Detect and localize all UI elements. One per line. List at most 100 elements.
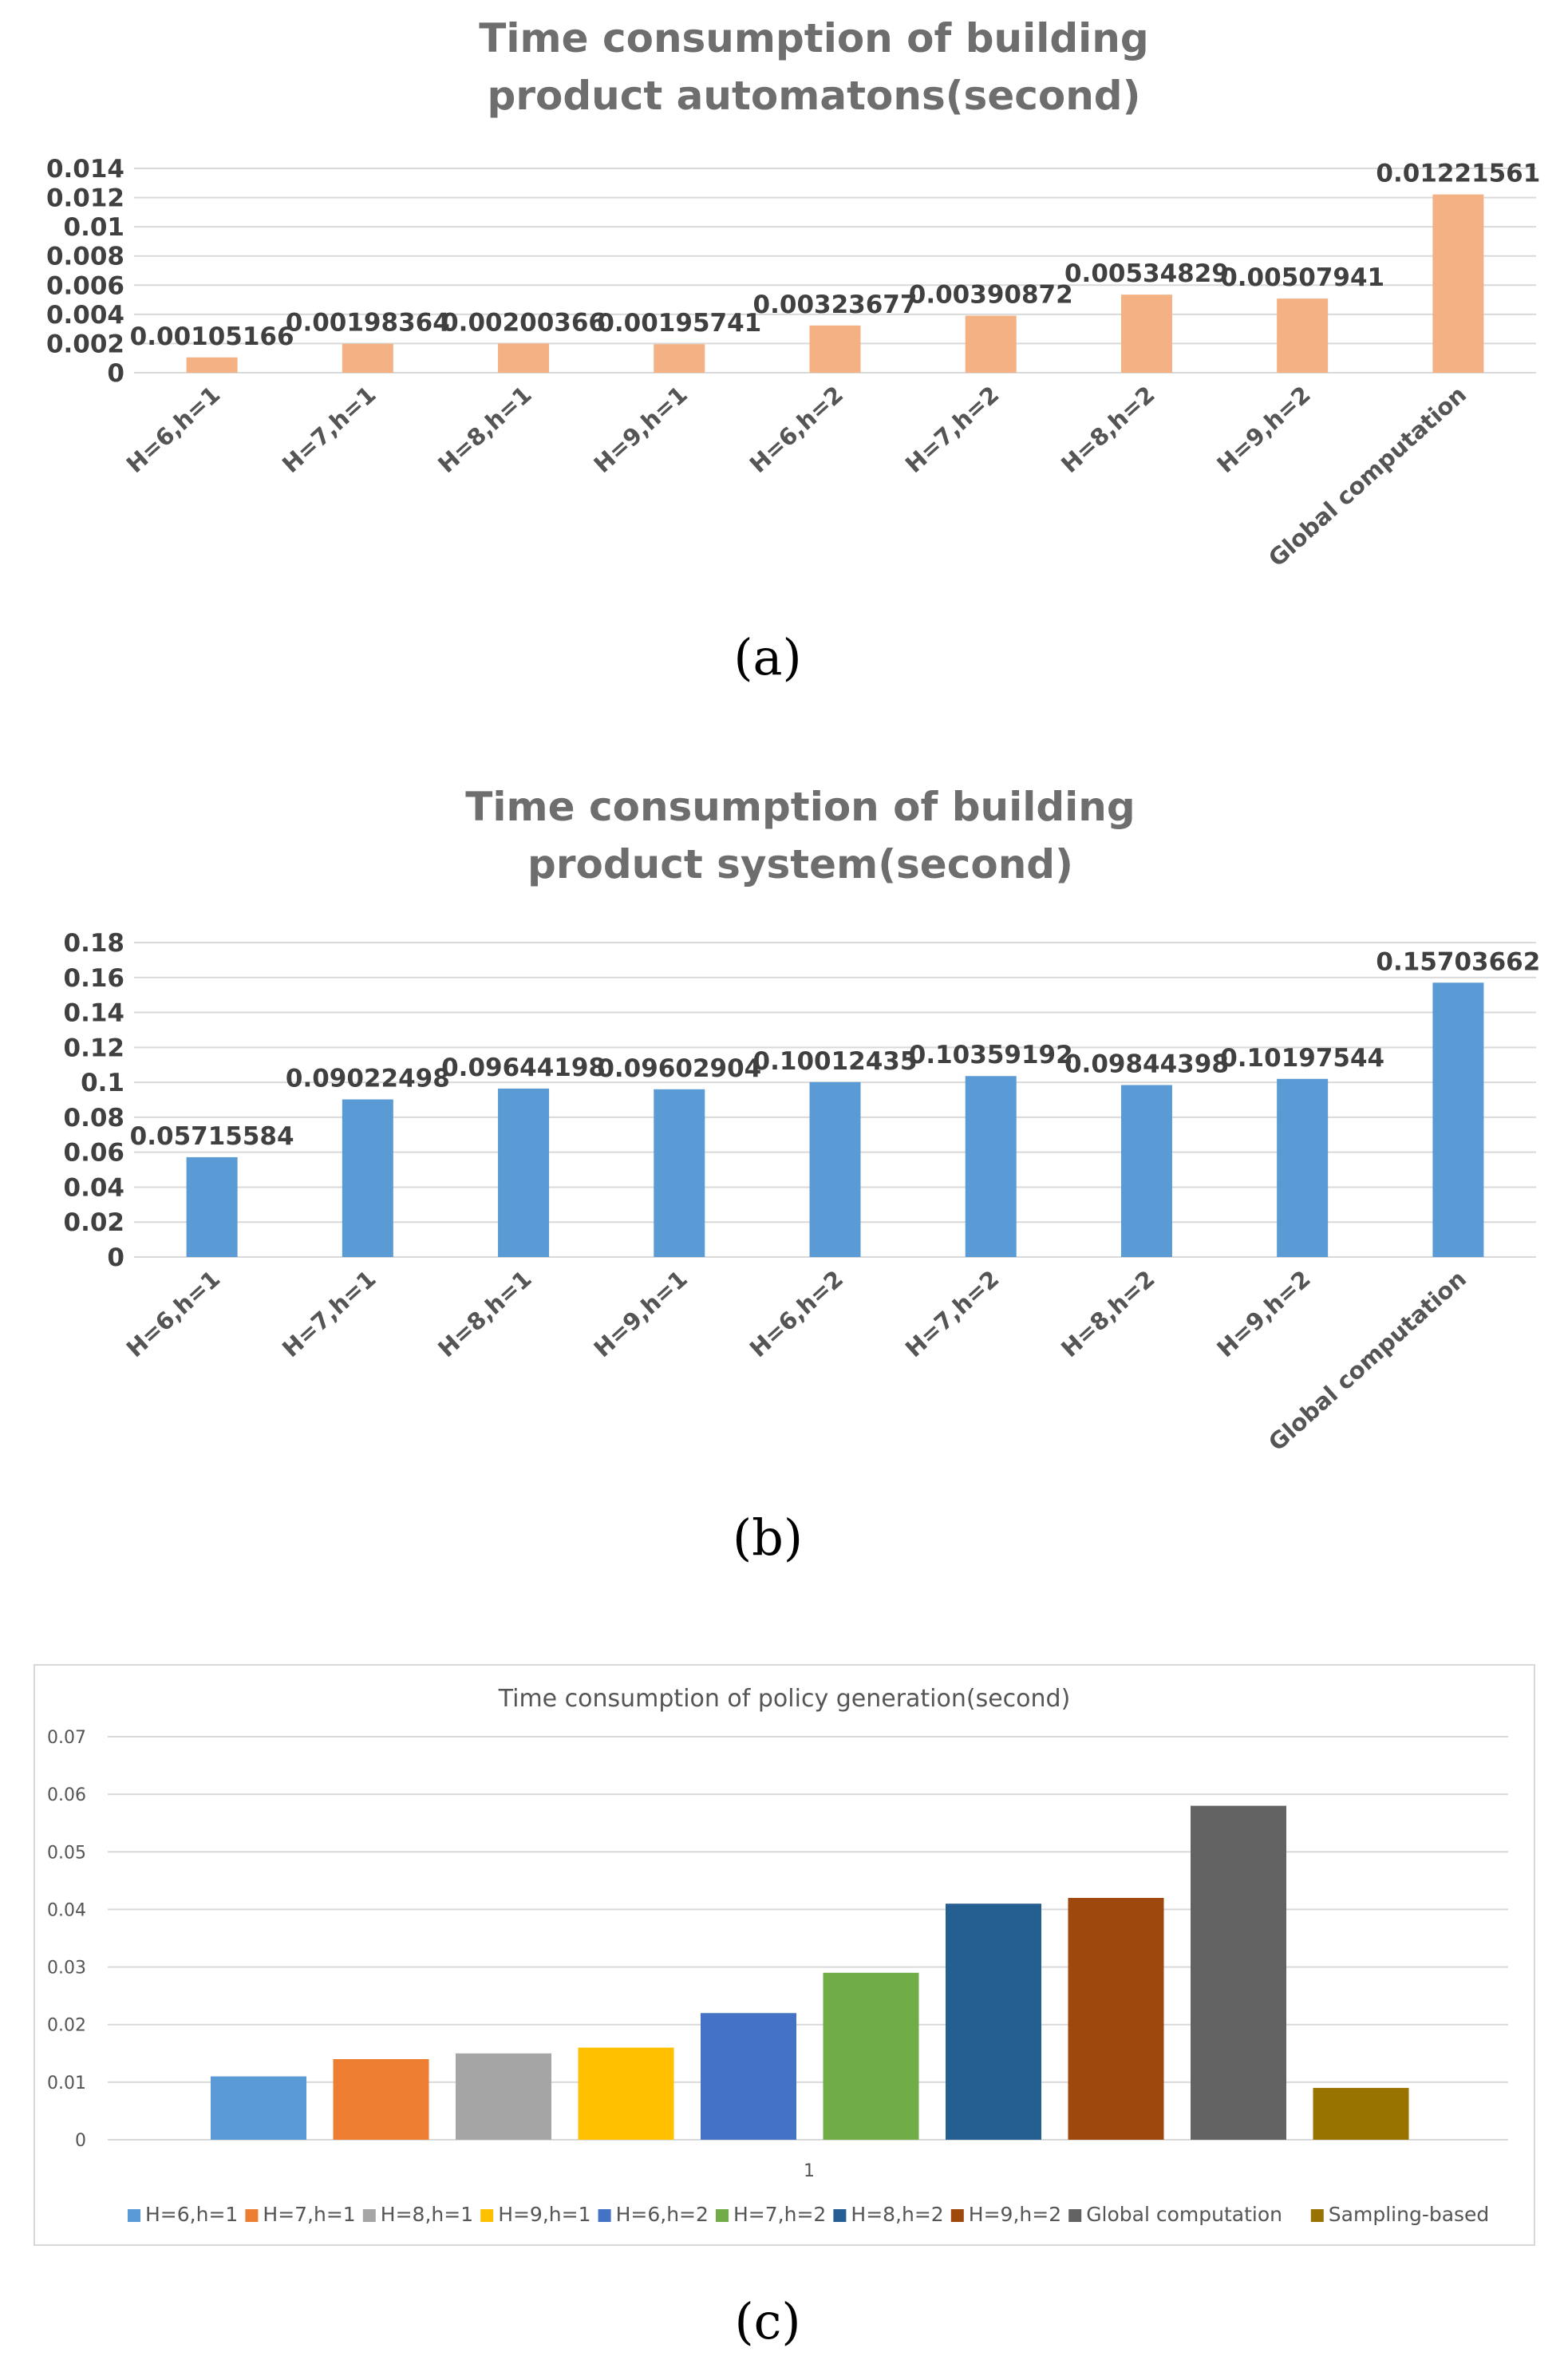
category-label: H=7,h=1 bbox=[277, 1265, 381, 1362]
y-tick-label: 0 bbox=[75, 2131, 86, 2151]
y-tick-label: 0.002 bbox=[46, 330, 124, 358]
y-tick-label: 0.12 bbox=[64, 1034, 125, 1062]
data-label: 0.00198364 bbox=[286, 309, 450, 338]
data-label: 0.10359192 bbox=[909, 1041, 1073, 1069]
bar bbox=[1277, 1078, 1329, 1257]
data-label: 0.00200366 bbox=[441, 308, 606, 337]
chart-b-title-line2: product system(second) bbox=[527, 841, 1073, 888]
legend-swatch bbox=[480, 2209, 494, 2222]
bar bbox=[654, 1089, 705, 1257]
y-tick-label: 0.07 bbox=[47, 1728, 86, 1748]
legend-swatch bbox=[716, 2209, 729, 2222]
data-label: 0.10012435 bbox=[753, 1047, 918, 1076]
legend-label: H=6,h=2 bbox=[616, 2203, 709, 2226]
legend-label: H=6,h=1 bbox=[145, 2203, 238, 2226]
category-label: H=9,h=1 bbox=[589, 1265, 693, 1362]
category-label: H=6,h=1 bbox=[121, 381, 225, 478]
y-tick-label: 0.004 bbox=[46, 301, 124, 330]
y-tick-label: 0.06 bbox=[64, 1139, 125, 1168]
legend-swatch bbox=[950, 2209, 964, 2222]
y-tick-label: 0.05 bbox=[47, 1843, 86, 1863]
bar bbox=[1120, 295, 1172, 373]
chart-a-title-line2: product automatons(second) bbox=[488, 73, 1141, 119]
category-label: H=9,h=2 bbox=[1211, 381, 1315, 478]
y-tick-label: 0.02 bbox=[47, 2016, 86, 2036]
bar bbox=[186, 357, 238, 373]
category-label: H=6,h=1 bbox=[121, 1265, 225, 1362]
bar bbox=[809, 325, 861, 373]
bar bbox=[578, 2047, 674, 2140]
y-tick-label: 0 bbox=[107, 1243, 124, 1272]
legend-label: H=9,h=2 bbox=[969, 2203, 1061, 2226]
chart-c-frame bbox=[34, 1664, 1535, 2246]
y-tick-label: 0.04 bbox=[47, 1900, 86, 1920]
y-tick-label: 0.014 bbox=[46, 155, 124, 184]
data-label: 0.15703662 bbox=[1376, 947, 1540, 976]
category-label: H=8,h=2 bbox=[1056, 1265, 1159, 1362]
legend-swatch bbox=[245, 2209, 259, 2222]
y-tick-label: 0.18 bbox=[64, 929, 125, 958]
chart-c: Time consumption of policy generation(se… bbox=[34, 1664, 1535, 2350]
bar bbox=[342, 1099, 393, 1257]
chart-c-x-category: 1 bbox=[804, 2161, 815, 2181]
chart-a-title-line1: Time consumption of building bbox=[479, 15, 1148, 61]
bar bbox=[654, 344, 705, 373]
data-label: 0.00195741 bbox=[597, 309, 761, 338]
legend-label: H=7,h=2 bbox=[733, 2203, 826, 2226]
data-label: 0.00105166 bbox=[130, 322, 294, 351]
bar bbox=[1277, 298, 1329, 373]
bar bbox=[965, 1076, 1017, 1257]
bar bbox=[1068, 1898, 1164, 2140]
y-tick-label: 0.14 bbox=[64, 999, 125, 1028]
legend-label: H=7,h=1 bbox=[263, 2203, 355, 2226]
bar bbox=[456, 2053, 551, 2140]
y-tick-label: 0.06 bbox=[47, 1785, 86, 1805]
legend-label: H=8,h=2 bbox=[851, 2203, 943, 2226]
data-label: 0.09602904 bbox=[597, 1054, 761, 1083]
chart-a-panel: Time consumption of building product aut… bbox=[0, 0, 1568, 702]
y-tick-label: 0.04 bbox=[64, 1173, 125, 1202]
category-label: H=9,h=2 bbox=[1211, 1265, 1315, 1362]
category-label: H=8,h=2 bbox=[1056, 381, 1159, 478]
y-tick-label: 0.01 bbox=[47, 2073, 86, 2093]
chart-a-caption: (a) bbox=[733, 628, 801, 686]
chart-c-caption: (c) bbox=[734, 2292, 800, 2350]
bar bbox=[498, 343, 550, 373]
legend-label: H=8,h=1 bbox=[381, 2203, 473, 2226]
category-label: H=6,h=2 bbox=[745, 381, 848, 478]
legend-swatch bbox=[833, 2209, 847, 2222]
data-label: 0.00534829 bbox=[1064, 259, 1229, 288]
legend-swatch bbox=[1068, 2209, 1082, 2222]
category-label: H=7,h=1 bbox=[277, 381, 381, 478]
chart-c-panel: Time consumption of policy generation(se… bbox=[0, 1652, 1568, 2368]
bar bbox=[1313, 2088, 1409, 2140]
category-label: H=7,h=2 bbox=[900, 381, 1004, 478]
data-label: 0.10197544 bbox=[1220, 1044, 1384, 1073]
y-tick-label: 0.006 bbox=[46, 271, 124, 300]
y-tick-label: 0.03 bbox=[47, 1959, 86, 1979]
legend-swatch bbox=[362, 2209, 376, 2222]
bar bbox=[333, 2059, 429, 2140]
bar bbox=[1191, 1805, 1286, 2140]
bar bbox=[342, 343, 393, 373]
data-label: 0.05715584 bbox=[130, 1122, 294, 1151]
chart-c-title: Time consumption of policy generation(se… bbox=[498, 1685, 1071, 1713]
legend-swatch bbox=[598, 2209, 611, 2222]
y-tick-label: 0.012 bbox=[46, 184, 124, 213]
legend-swatch bbox=[1310, 2209, 1324, 2222]
bar bbox=[1120, 1085, 1172, 1257]
bar bbox=[823, 1972, 919, 2140]
data-label: 0.09022498 bbox=[286, 1065, 450, 1093]
y-tick-label: 0.02 bbox=[64, 1208, 125, 1237]
y-tick-label: 0 bbox=[107, 359, 124, 388]
category-label: H=7,h=2 bbox=[900, 1265, 1004, 1362]
bar bbox=[498, 1088, 550, 1257]
data-label: 0.09844398 bbox=[1064, 1050, 1229, 1079]
legend-label: Sampling-based bbox=[1329, 2203, 1490, 2226]
y-tick-label: 0.01 bbox=[64, 213, 125, 242]
bar bbox=[211, 2076, 306, 2140]
y-tick-label: 0.08 bbox=[64, 1104, 125, 1133]
y-tick-label: 0.1 bbox=[81, 1069, 124, 1097]
chart-b-caption: (b) bbox=[733, 1508, 803, 1567]
bar bbox=[1432, 194, 1484, 373]
